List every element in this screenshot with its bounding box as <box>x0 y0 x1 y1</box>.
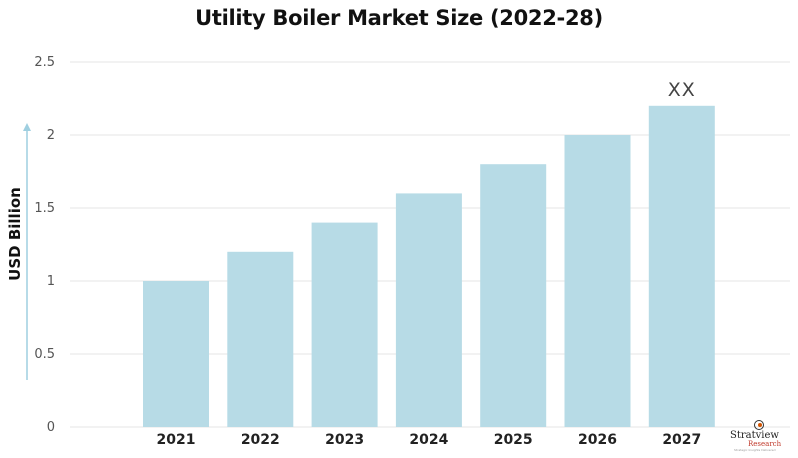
logo-dot <box>758 423 762 427</box>
x-tick-label: 2025 <box>494 432 533 448</box>
chart-title: Utility Boiler Market Size (2022-28) <box>195 6 603 30</box>
logo-tagline: Strategic Insights Delivered <box>734 448 776 452</box>
bar <box>564 135 631 427</box>
y-axis-label: USD Billion <box>6 187 24 281</box>
logo-ring <box>754 420 764 430</box>
stratview-logo: Stratview Research Strategic Insights De… <box>730 420 790 454</box>
bar <box>480 164 547 427</box>
x-tick-label: 2026 <box>578 432 617 448</box>
x-tick-label: 2022 <box>241 432 280 448</box>
y-tick-label: 2.5 <box>34 55 55 70</box>
bar <box>648 105 715 428</box>
y-tick-label: 2 <box>47 128 55 143</box>
logo-name: Stratview <box>730 430 779 441</box>
x-tick-label: 2027 <box>662 432 701 448</box>
y-tick-label: 0.5 <box>34 347 55 362</box>
bar-annotation: XX <box>668 79 696 101</box>
y-axis-arrow-head <box>23 123 31 131</box>
x-tick-label: 2024 <box>409 432 448 448</box>
y-tick-label: 1 <box>47 274 55 289</box>
bar <box>311 222 378 427</box>
x-tick-label: 2021 <box>157 432 196 448</box>
bar <box>143 281 209 427</box>
y-tick-label: 1.5 <box>34 201 55 216</box>
y-tick-label: 0 <box>47 420 55 435</box>
bar <box>395 193 462 427</box>
bar <box>227 251 294 427</box>
x-tick-label: 2023 <box>325 432 364 448</box>
logo-sub: Research <box>748 440 782 448</box>
